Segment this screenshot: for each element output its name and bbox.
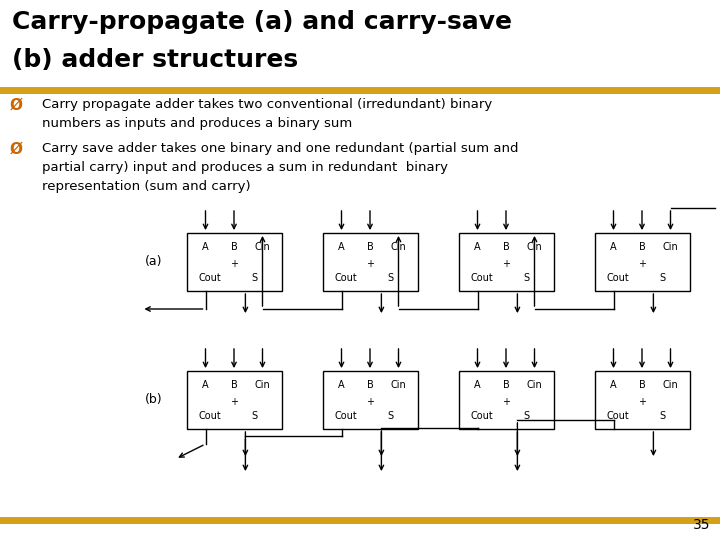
Text: +: + bbox=[230, 259, 238, 269]
Text: +: + bbox=[366, 397, 374, 407]
Text: +: + bbox=[502, 259, 510, 269]
Text: Cout: Cout bbox=[199, 273, 222, 282]
Text: +: + bbox=[366, 259, 374, 269]
Text: numbers as inputs and produces a binary sum: numbers as inputs and produces a binary … bbox=[42, 117, 352, 130]
Bar bbox=[186, 233, 282, 291]
Text: Cout: Cout bbox=[471, 273, 494, 282]
Text: Cout: Cout bbox=[199, 410, 222, 421]
Text: A: A bbox=[202, 381, 209, 390]
Text: (b) adder structures: (b) adder structures bbox=[12, 48, 298, 72]
Text: Cin: Cin bbox=[255, 381, 271, 390]
Text: Cout: Cout bbox=[607, 410, 629, 421]
Text: (a): (a) bbox=[145, 255, 162, 268]
Text: Ø: Ø bbox=[10, 98, 23, 113]
Text: Cin: Cin bbox=[391, 242, 406, 253]
Text: S: S bbox=[660, 410, 666, 421]
Text: Cout: Cout bbox=[471, 410, 494, 421]
Bar bbox=[323, 371, 418, 429]
Text: Cin: Cin bbox=[255, 242, 271, 253]
Bar bbox=[595, 371, 690, 429]
Text: S: S bbox=[524, 410, 530, 421]
Text: Cin: Cin bbox=[391, 381, 406, 390]
Text: B: B bbox=[366, 381, 374, 390]
Text: A: A bbox=[338, 381, 345, 390]
Bar bbox=[459, 233, 554, 291]
Text: S: S bbox=[660, 273, 666, 282]
Text: S: S bbox=[252, 273, 258, 282]
Text: S: S bbox=[524, 273, 530, 282]
Bar bbox=[323, 233, 418, 291]
Bar bbox=[595, 233, 690, 291]
Text: A: A bbox=[610, 242, 617, 253]
Text: A: A bbox=[474, 242, 481, 253]
Text: Carry propagate adder takes two conventional (irredundant) binary: Carry propagate adder takes two conventi… bbox=[42, 98, 492, 111]
Text: A: A bbox=[338, 242, 345, 253]
Text: +: + bbox=[638, 259, 646, 269]
Text: Carry save adder takes one binary and one redundant (partial sum and: Carry save adder takes one binary and on… bbox=[42, 142, 518, 155]
Text: Cin: Cin bbox=[662, 381, 678, 390]
Text: S: S bbox=[388, 273, 394, 282]
Text: Cout: Cout bbox=[607, 273, 629, 282]
Text: Cin: Cin bbox=[526, 381, 542, 390]
Text: S: S bbox=[388, 410, 394, 421]
Bar bbox=[459, 371, 554, 429]
Text: B: B bbox=[503, 381, 509, 390]
Text: B: B bbox=[230, 381, 238, 390]
Text: A: A bbox=[610, 381, 617, 390]
Text: Cout: Cout bbox=[335, 410, 358, 421]
Text: (b): (b) bbox=[145, 394, 162, 407]
Text: S: S bbox=[252, 410, 258, 421]
Text: B: B bbox=[503, 242, 509, 253]
Text: B: B bbox=[366, 242, 374, 253]
Text: Carry-propagate (a) and carry-save: Carry-propagate (a) and carry-save bbox=[12, 10, 512, 34]
Text: Cin: Cin bbox=[662, 242, 678, 253]
Text: B: B bbox=[230, 242, 238, 253]
Text: +: + bbox=[638, 397, 646, 407]
Text: Cin: Cin bbox=[526, 242, 542, 253]
Text: Cout: Cout bbox=[335, 273, 358, 282]
Text: B: B bbox=[639, 381, 645, 390]
Text: A: A bbox=[474, 381, 481, 390]
Text: 35: 35 bbox=[693, 518, 710, 532]
Text: +: + bbox=[502, 397, 510, 407]
Text: A: A bbox=[202, 242, 209, 253]
Text: representation (sum and carry): representation (sum and carry) bbox=[42, 180, 251, 193]
Bar bbox=[186, 371, 282, 429]
Text: +: + bbox=[230, 397, 238, 407]
Text: B: B bbox=[639, 242, 645, 253]
Text: Ø: Ø bbox=[10, 142, 23, 157]
Text: partial carry) input and produces a sum in redundant  binary: partial carry) input and produces a sum … bbox=[42, 161, 448, 174]
